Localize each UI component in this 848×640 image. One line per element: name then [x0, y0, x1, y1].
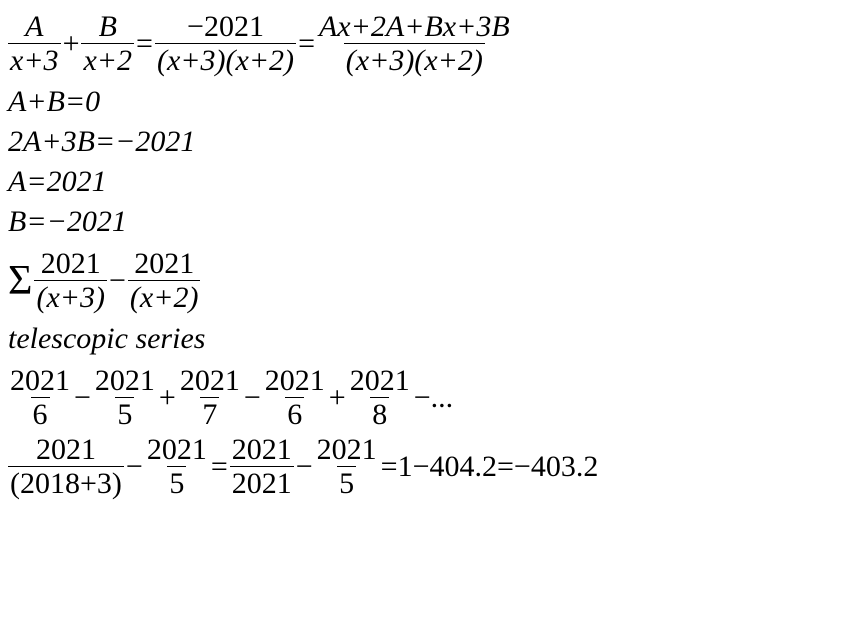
fraction: 2021 2021 — [230, 433, 294, 500]
numerator: 2021 — [263, 364, 327, 397]
denominator: 5 — [337, 466, 356, 500]
fraction: 2021 5 — [93, 364, 157, 431]
numerator: A — [23, 10, 45, 43]
numerator: 2021 — [132, 247, 196, 280]
fraction: 2021 8 — [348, 364, 412, 431]
denominator: (2018+3) — [8, 466, 124, 500]
plus-op: + — [61, 29, 82, 59]
text: telescopic series — [8, 324, 205, 354]
minus-op: − — [124, 452, 145, 482]
equation-line-5: B=−2021 — [8, 207, 840, 237]
fraction: 2021 6 — [8, 364, 72, 431]
numerator: 2021 — [8, 364, 72, 397]
denominator: 2021 — [230, 466, 294, 500]
fraction-2021-x2: 2021 (x+2) — [128, 247, 201, 314]
numerator: 2021 — [34, 433, 98, 466]
equation-line-4: A=2021 — [8, 167, 840, 197]
numerator: Ax+2A+Bx+3B — [317, 10, 512, 43]
denominator: 7 — [200, 397, 219, 431]
fraction: 2021 5 — [315, 433, 379, 500]
tail-text: −... — [412, 383, 455, 413]
fraction: 2021 5 — [145, 433, 209, 500]
numerator: 2021 — [348, 364, 412, 397]
equation-line-3: 2A+3B=−2021 — [8, 127, 840, 157]
equation-line-2: A+B=0 — [8, 87, 840, 117]
denominator: x+2 — [81, 43, 134, 77]
numerator: −2021 — [185, 10, 266, 43]
denominator: (x+3) — [34, 280, 107, 314]
equals-op: = — [134, 29, 155, 59]
minus-op: − — [107, 266, 128, 296]
equals-op: = — [209, 452, 230, 482]
fraction: 2021 (2018+3) — [8, 433, 124, 500]
equation-line-1: A x+3 + B x+2 = −2021 (x+3)(x+2) = Ax+2A… — [8, 10, 840, 77]
tail-result: =1−404.2=−403.2 — [379, 452, 601, 482]
text: A+B=0 — [8, 87, 100, 117]
minus-op: − — [294, 452, 315, 482]
denominator: (x+3)(x+2) — [344, 43, 485, 77]
equals-op: = — [296, 29, 317, 59]
numerator: B — [97, 10, 119, 43]
numerator: 2021 — [230, 433, 294, 466]
numerator: 2021 — [315, 433, 379, 466]
denominator: 6 — [31, 397, 50, 431]
equation-line-7: telescopic series — [8, 324, 840, 354]
equation-line-9: 2021 (2018+3) − 2021 5 = 2021 2021 − 202… — [8, 433, 840, 500]
fraction-B-over-x2: B x+2 — [81, 10, 134, 77]
plus-op: + — [157, 383, 178, 413]
numerator: 2021 — [93, 364, 157, 397]
fraction: 2021 7 — [178, 364, 242, 431]
denominator: (x+3)(x+2) — [155, 43, 296, 77]
fraction-neg2021: −2021 (x+3)(x+2) — [155, 10, 296, 77]
fraction-2021-x3: 2021 (x+3) — [34, 247, 107, 314]
fraction: 2021 6 — [263, 364, 327, 431]
numerator: 2021 — [145, 433, 209, 466]
minus-op: − — [242, 383, 263, 413]
fraction-A-over-x3: A x+3 — [8, 10, 61, 77]
denominator: (x+2) — [128, 280, 201, 314]
numerator: 2021 — [178, 364, 242, 397]
denominator: 5 — [167, 466, 186, 500]
equation-line-6: Σ 2021 (x+3) − 2021 (x+2) — [8, 247, 840, 314]
text: 2A+3B=−2021 — [8, 127, 195, 157]
fraction-expanded: Ax+2A+Bx+3B (x+3)(x+2) — [317, 10, 512, 77]
minus-op: − — [72, 383, 93, 413]
plus-op: + — [327, 383, 348, 413]
denominator: 6 — [285, 397, 304, 431]
sigma-icon: Σ — [8, 260, 34, 302]
numerator: 2021 — [39, 247, 103, 280]
text: A=2021 — [8, 167, 107, 197]
denominator: 8 — [370, 397, 389, 431]
text: B=−2021 — [8, 207, 127, 237]
denominator: x+3 — [8, 43, 61, 77]
denominator: 5 — [115, 397, 134, 431]
equation-line-8: 2021 6 − 2021 5 + 2021 7 − 2021 6 + 2021… — [8, 364, 840, 431]
